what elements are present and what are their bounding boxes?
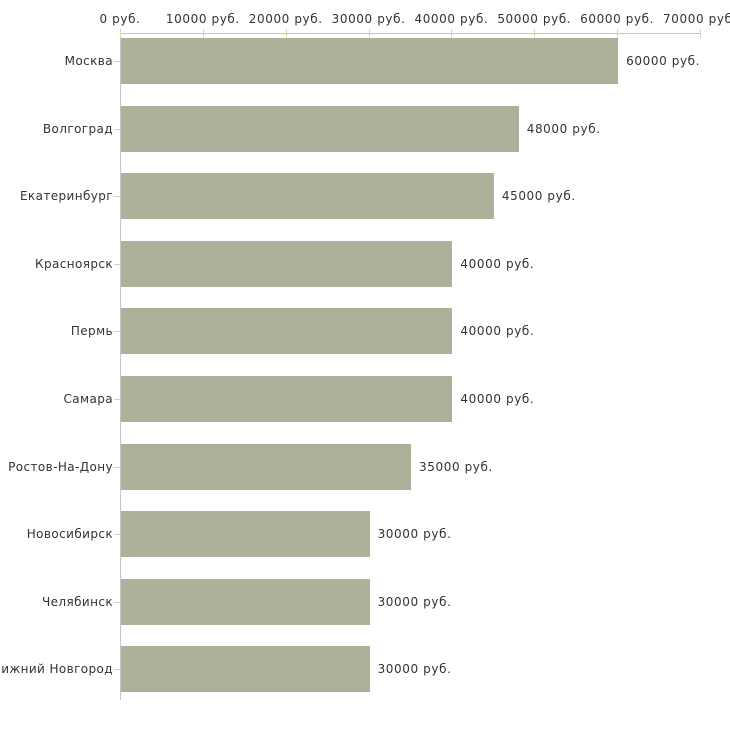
category-label: Волгоград: [42, 121, 113, 136]
category-tick: [114, 61, 120, 62]
bar-row: Пермь 40000 руб.: [0, 308, 730, 355]
category-label: Москва: [64, 54, 113, 68]
bar-row: Москва 60000 руб.: [0, 38, 730, 84]
x-axis-tick: [202, 29, 204, 38]
value-label: 40000 руб.: [460, 392, 535, 406]
x-axis-tick: [617, 29, 619, 38]
x-axis-tick-label: 30000 руб.: [331, 12, 406, 26]
x-axis-tick: [120, 29, 121, 38]
x-axis-tick-label: 50000 руб.: [497, 12, 572, 26]
bar: [121, 308, 453, 355]
category-tick: [114, 399, 120, 400]
bar-row: Челябинск 30000 руб.: [0, 578, 730, 625]
category-label: Красноярск: [35, 256, 113, 271]
value-label: 60000 руб.: [626, 54, 701, 68]
bar-row: Ростов-На-Дону 35000 руб.: [0, 443, 730, 490]
value-label: 45000 руб.: [501, 189, 576, 204]
category-tick: [114, 263, 120, 265]
x-axis-tick: [368, 29, 370, 38]
bar: [121, 376, 453, 422]
x-axis-tick-label: 10000 руб.: [165, 12, 240, 26]
category-label: Ростов-На-Дону: [8, 459, 113, 474]
bar: [121, 511, 370, 558]
x-axis-line: [120, 33, 700, 34]
bar: [121, 105, 519, 152]
category-label: Челябинск: [42, 594, 113, 609]
bar: [121, 240, 453, 287]
category-label: Самара: [63, 392, 113, 406]
category-label: Нижний Новгород: [0, 662, 113, 677]
value-label: 40000 руб.: [460, 256, 535, 271]
bar-row: Красноярск 40000 руб.: [0, 240, 730, 287]
x-axis-tick-label: 20000 руб.: [248, 12, 323, 26]
value-label: 30000 руб.: [377, 527, 452, 542]
x-axis-tick-label: 60000 руб.: [580, 12, 655, 26]
bar-row: Волгоград 48000 руб.: [0, 105, 730, 152]
x-axis-tick: [534, 29, 536, 38]
bar: [121, 443, 411, 490]
bar-row: Самара 40000 руб.: [0, 376, 730, 422]
x-axis-tick-label: 70000 руб.: [663, 12, 730, 26]
value-label: 30000 руб.: [377, 662, 452, 677]
category-tick: [114, 669, 120, 671]
x-axis-tick: [451, 29, 453, 38]
x-axis-tick: [285, 29, 287, 38]
category-tick: [114, 128, 120, 130]
bar-row: Екатеринбург 45000 руб.: [0, 173, 730, 220]
x-axis-tick: [700, 29, 701, 38]
value-label: 35000 руб.: [419, 459, 493, 474]
y-axis-line: [120, 33, 121, 700]
category-tick: [114, 601, 120, 603]
category-tick: [114, 534, 120, 536]
category-tick: [114, 196, 120, 198]
category-label: Екатеринбург: [19, 189, 113, 204]
category-label: Пермь: [70, 324, 113, 339]
bar: [121, 38, 619, 84]
bar-row: Новосибирск 30000 руб.: [0, 511, 730, 558]
value-label: 48000 руб.: [526, 121, 601, 136]
x-axis-tick-label: 40000 руб.: [414, 12, 489, 26]
x-axis-tick-label: 0 руб.: [99, 12, 141, 26]
value-label: 30000 руб.: [377, 594, 452, 609]
category-label: Новосибирск: [26, 527, 113, 542]
bar: [121, 173, 494, 220]
category-tick: [114, 331, 120, 333]
bar-row: Нижний Новгород 30000 руб.: [0, 646, 730, 693]
category-tick: [114, 466, 120, 468]
value-label: 40000 руб.: [460, 324, 535, 339]
bar: [121, 646, 370, 693]
bar: [121, 578, 370, 625]
